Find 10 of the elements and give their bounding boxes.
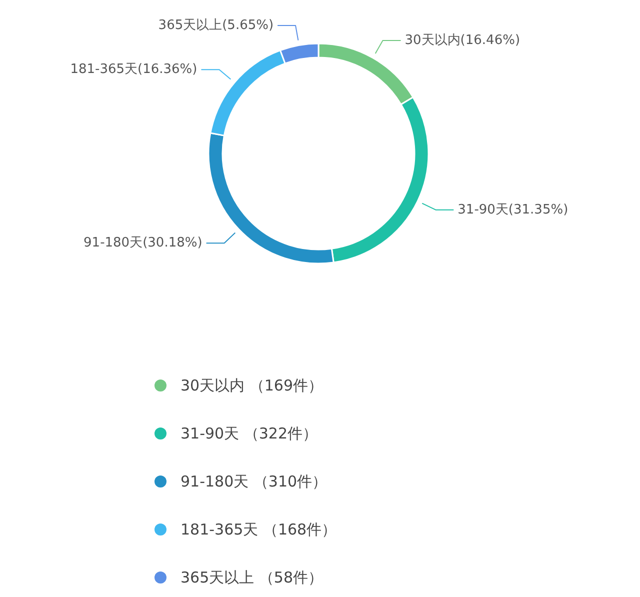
legend-label: 181-365天 （168件） (180, 520, 337, 538)
data-label: 31-90天(31.35%) (458, 202, 568, 218)
data-label: 181-365天(16.36%) (70, 62, 198, 78)
legend-label: 31-90天 （322件） (180, 424, 318, 442)
data-label: 365天以上(5.65%) (158, 18, 274, 34)
data-label: 91-180天(30.18%) (84, 236, 202, 251)
legend-label: 365天以上 （58件） (180, 568, 323, 586)
data-label: 30天以内(16.46%) (404, 32, 520, 48)
legend-label: 91-180天 （310件） (180, 472, 328, 490)
legend-label: 30天以内 （169件） (180, 376, 323, 394)
